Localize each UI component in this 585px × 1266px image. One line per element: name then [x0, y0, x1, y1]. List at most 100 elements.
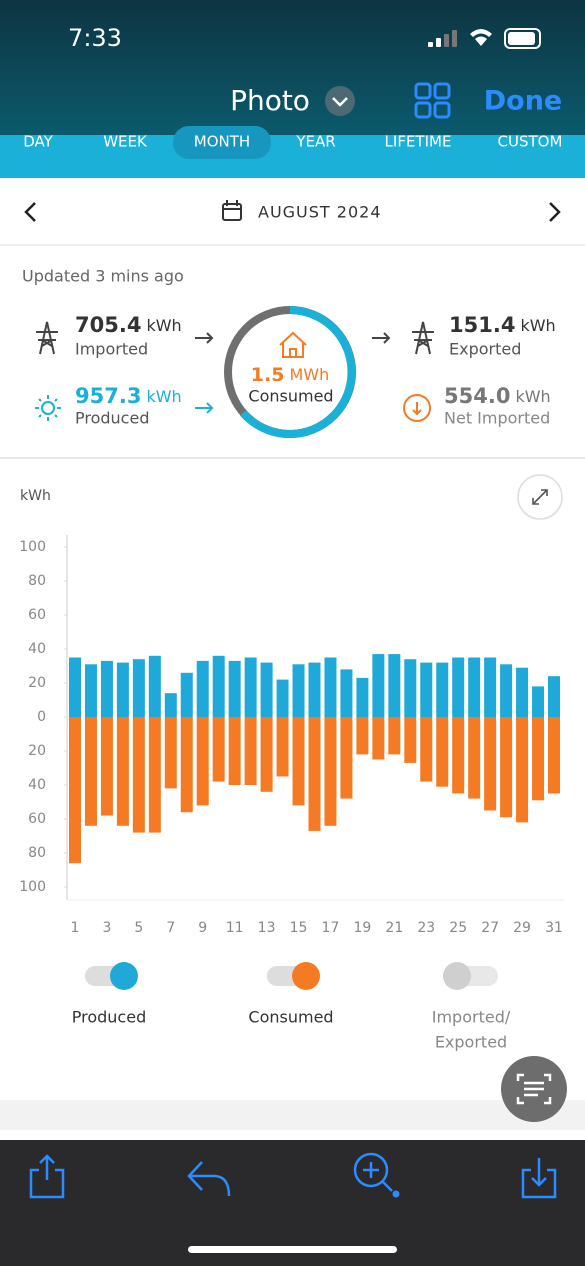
- bar: [292, 664, 305, 717]
- bar: [356, 717, 369, 755]
- y-tick-label: 20: [28, 743, 46, 759]
- bar: [308, 662, 321, 717]
- tab[interactable]: LIFETIME: [385, 133, 452, 151]
- next-button[interactable]: [549, 202, 561, 222]
- bar: [452, 657, 465, 717]
- y-tick-label: 100: [19, 879, 46, 895]
- bar: [388, 654, 401, 717]
- title-menu[interactable]: [325, 86, 355, 116]
- unit: kWh: [520, 316, 555, 335]
- header-title: Photo: [230, 84, 310, 117]
- house-icon: [279, 331, 307, 358]
- y-tick-label: 80: [28, 573, 46, 589]
- tab[interactable]: YEAR: [295, 133, 335, 151]
- x-tick-label: 17: [322, 920, 340, 936]
- y-tick-label: 40: [28, 777, 46, 793]
- tab[interactable]: DAY: [23, 133, 53, 151]
- bar: [532, 686, 545, 717]
- bar: [308, 717, 321, 831]
- bar: [276, 717, 289, 777]
- done-button[interactable]: Done: [484, 86, 563, 117]
- net-value: 554.0 kWh: [444, 384, 551, 408]
- bar: [260, 717, 273, 792]
- y-tick-label: 60: [28, 607, 46, 623]
- arrow: [372, 332, 391, 344]
- live-text-icon: [516, 1073, 552, 1105]
- arrow: [195, 332, 214, 344]
- download-button[interactable]: [521, 1158, 557, 1199]
- bar: [196, 660, 209, 717]
- exported-label: Exported: [449, 340, 521, 359]
- bar: [516, 667, 529, 717]
- legend-label: Consumed: [248, 1008, 333, 1027]
- net-label: Net Imported: [444, 409, 550, 428]
- bar: [420, 662, 433, 717]
- bar: [196, 717, 209, 806]
- imported-label: Imported: [75, 340, 148, 359]
- net-icon: [403, 394, 431, 422]
- active-tab: [173, 126, 271, 159]
- bar: [484, 657, 497, 717]
- calendar-icon: [222, 200, 242, 221]
- y-tick-label: 20: [28, 675, 46, 691]
- tower-icon: [36, 321, 58, 355]
- bar: [436, 717, 449, 787]
- bar: [340, 669, 353, 717]
- date-row: [0, 178, 585, 245]
- tower-icon: [412, 321, 434, 355]
- y-tick-label: 100: [19, 539, 46, 555]
- value: 554.0: [444, 384, 510, 408]
- bar: [260, 662, 273, 717]
- status-time: 7:33: [68, 24, 122, 52]
- bar: [228, 717, 241, 785]
- bar: [244, 657, 257, 717]
- bar: [468, 717, 481, 799]
- bar: [292, 717, 305, 806]
- legend-knob: [110, 962, 138, 990]
- y-tick-label: 0: [37, 709, 46, 725]
- bar: [212, 717, 225, 782]
- bar: [372, 654, 385, 717]
- bar: [69, 717, 81, 864]
- bar: [148, 717, 161, 833]
- grid-icon[interactable]: [414, 82, 451, 119]
- bar: [164, 693, 177, 717]
- tab[interactable]: WEEK: [103, 133, 148, 151]
- unit: kWh: [515, 387, 550, 406]
- produced-label: Produced: [75, 409, 149, 428]
- zoom-button[interactable]: [353, 1152, 393, 1192]
- value: 705.4: [75, 313, 141, 337]
- bar: [500, 664, 513, 717]
- y-tick-label: 60: [28, 811, 46, 827]
- tab[interactable]: CUSTOM: [498, 133, 563, 151]
- bar: [180, 672, 193, 717]
- legend-label: Exported: [435, 1033, 507, 1052]
- legend-knob: [292, 962, 320, 990]
- unit: kWh: [146, 387, 181, 406]
- x-tick-label: 29: [513, 920, 531, 936]
- produced-value: 957.3 kWh: [75, 384, 182, 408]
- header-bg: [0, 0, 585, 135]
- bar: [212, 655, 225, 717]
- arrow: [195, 402, 214, 414]
- x-tick-label: 1: [71, 920, 80, 936]
- reply-button[interactable]: [187, 1161, 231, 1197]
- tab[interactable]: MONTH: [194, 133, 250, 151]
- bar: [324, 657, 337, 717]
- share-button[interactable]: [29, 1154, 65, 1199]
- x-tick-label: 21: [385, 920, 403, 936]
- bar: [452, 717, 465, 794]
- dot: [392, 1190, 400, 1198]
- x-tick-label: 7: [166, 920, 175, 936]
- x-tick-label: 31: [545, 920, 563, 936]
- legend-label: Produced: [72, 1008, 146, 1027]
- prev-button[interactable]: [24, 202, 36, 222]
- home-indicator: [188, 1246, 397, 1253]
- bar: [244, 717, 257, 785]
- x-tick-label: 25: [449, 920, 467, 936]
- bar: [84, 717, 97, 826]
- bar: [548, 676, 560, 717]
- legend-knob: [443, 962, 471, 990]
- x-tick-label: 5: [134, 920, 143, 936]
